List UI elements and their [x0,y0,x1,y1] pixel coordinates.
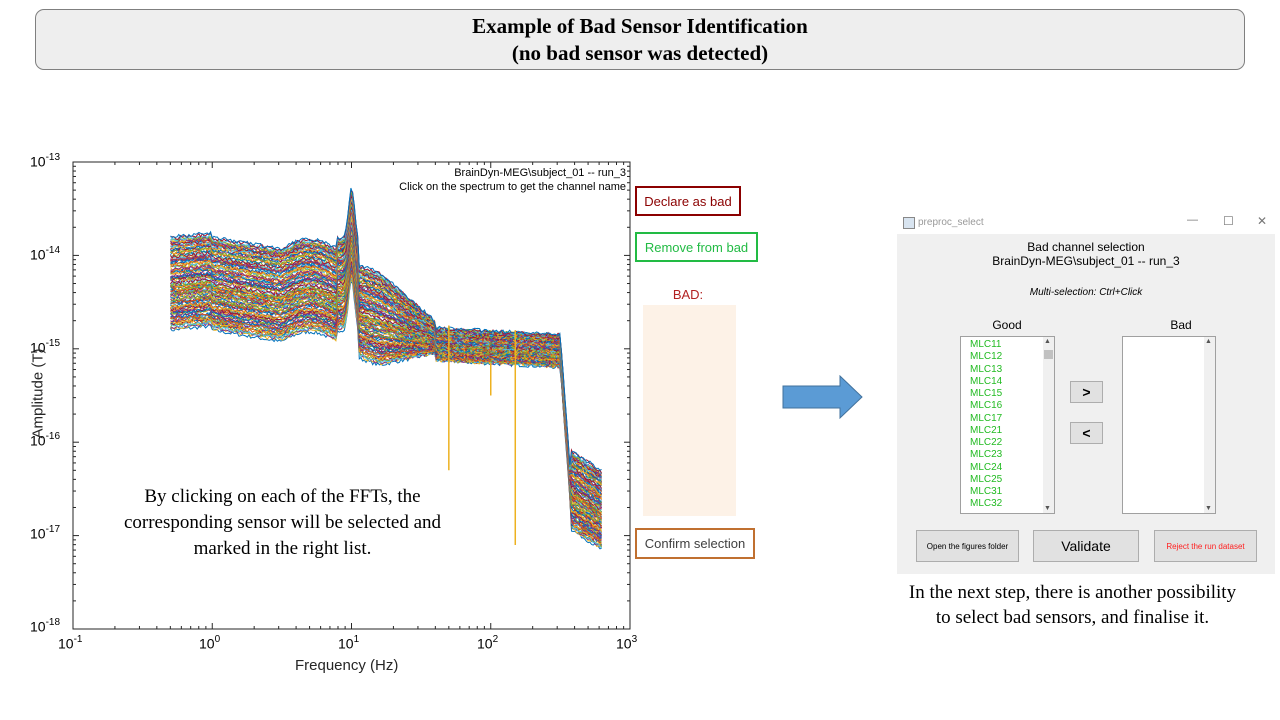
good-channel-item[interactable]: MLC17 [970,412,1003,424]
x-tick-1e2: 102 [477,634,499,652]
bad-channel-listbox[interactable]: ▲ ▼ [1122,336,1216,514]
plot-info-instruction: Click on the spectrum to get the channel… [399,181,626,193]
y-tick-1e-16: 10-16 [30,431,61,449]
good-list-scrollbar[interactable]: ▲ ▼ [1043,337,1054,513]
good-channel-item[interactable]: MLC16 [970,400,1003,412]
right-caption: In the next step, there is another possi… [908,582,1237,628]
y-tick-1e-13: 10-13 [30,152,61,170]
sensor-spectrum-trace[interactable] [170,277,602,549]
declare-as-bad-button[interactable]: Declare as bad [635,186,741,216]
scroll-up-icon[interactable]: ▲ [1205,338,1212,345]
good-channel-item[interactable]: MLC21 [970,424,1003,436]
sensor-spectrum-trace[interactable] [170,189,603,474]
x-axis-label: Frequency (Hz) [295,657,399,674]
right-arrow-icon [782,375,863,420]
left-caption: By clicking on each of the FFTs, the cor… [123,486,442,559]
window-title: preproc_select [918,217,984,228]
x-tick-1e0: 100 [199,634,221,652]
bad-channel-list[interactable] [643,305,736,516]
good-channel-item[interactable]: MLC22 [970,437,1003,448]
bad-list-scrollbar[interactable]: ▲ ▼ [1204,337,1215,513]
sensor-spectrum-trace[interactable] [170,251,603,527]
good-channel-item[interactable]: MLC24 [970,461,1003,473]
good-channel-item[interactable]: MLC11 [970,339,1002,350]
good-channel-item[interactable]: MLC12 [970,351,1003,363]
dialog-heading: Bad channel selection BrainDyn-MEG\subje… [897,240,1275,268]
good-channel-item[interactable]: MLC25 [970,473,1003,485]
window-titlebar: preproc_select — ☐ ✕ [897,212,1275,234]
sensor-spectrum-trace[interactable] [170,271,602,542]
good-channel-item[interactable]: MLC13 [970,363,1003,375]
good-channel-item[interactable]: MLC32 [970,498,1003,510]
good-channel-item[interactable]: MLC23 [970,449,1003,461]
sensor-spectrum-trace[interactable] [170,262,602,537]
sensor-spectrum-trace[interactable] [170,211,603,492]
bad-list-label: Bad [1170,318,1192,332]
close-icon[interactable]: ✕ [1257,214,1268,228]
good-channel-item[interactable]: MLC31 [970,486,1003,497]
plot-info-text: BrainDyn-MEG\subject_01 -- run_3 Click o… [300,166,626,194]
multi-selection-hint: Multi-selection: Ctrl+Click [1029,287,1143,298]
x-tick-1e1: 101 [338,634,360,652]
sensor-spectrum-trace[interactable] [170,211,602,492]
validate-button[interactable]: Validate [1033,530,1139,562]
maximize-icon[interactable]: ☐ [1223,214,1234,228]
open-figures-folder-button[interactable]: Open the figures folder [916,530,1019,562]
x-tick-1e3: 103 [616,634,638,652]
y-tick-1e-14: 10-14 [30,245,61,263]
dialog-heading-dataset: BrainDyn-MEG\subject_01 -- run_3 [992,254,1180,268]
move-to-good-button[interactable]: < [1070,422,1103,444]
title-line-2: (no bad sensor was detected) [511,41,769,65]
sensor-spectrum-trace[interactable] [170,273,602,545]
spectrum-plot[interactable] [0,150,640,690]
y-axis-label: Amplitude (T) [29,348,47,439]
spectrum-figure: 10-13 10-14 10-15 10-16 10-17 10-18 10-1… [0,150,640,690]
remove-from-bad-button[interactable]: Remove from bad [635,232,758,262]
bad-list-title: BAD: [672,287,704,302]
y-tick-1e-18: 10-18 [30,617,61,635]
scroll-up-icon[interactable]: ▲ [1044,338,1051,345]
title-line-1: Example of Bad Sensor Identification [472,14,808,38]
confirm-selection-button[interactable]: Confirm selection [635,528,755,559]
good-channel-item[interactable]: MLC15 [970,388,1003,399]
slide-title: Example of Bad Sensor Identification (no… [35,9,1245,70]
scroll-down-icon[interactable]: ▼ [1044,505,1051,512]
sensor-spectrum-trace[interactable] [170,236,602,516]
sensor-spectrum-trace[interactable] [170,227,603,509]
preproc-select-window: preproc_select — ☐ ✕ Bad channel selecti… [897,212,1275,574]
good-channel-item[interactable]: MLC14 [970,375,1003,387]
reject-run-dataset-button[interactable]: Reject the run dataset [1154,530,1257,562]
y-tick-1e-15: 10-15 [30,338,61,356]
good-channel-listbox[interactable]: MLC11 MLC12 MLC13 MLC14 MLC15 MLC16 MLC17 MLC21… [960,336,1055,514]
good-list-label: Good [992,318,1022,332]
x-tick-1e-1: 10-1 [58,634,83,652]
dialog-heading-title: Bad channel selection [1027,240,1145,254]
move-to-bad-button[interactable]: > [1070,381,1103,403]
sensor-spectrum-trace[interactable] [170,187,602,471]
sensor-spectrum-trace[interactable] [170,235,602,511]
y-tick-1e-17: 10-17 [30,524,61,542]
plot-info-dataset: BrainDyn-MEG\subject_01 -- run_3 [454,167,626,179]
matlab-window-icon [903,217,915,229]
sensor-spectrum-trace[interactable] [170,242,602,521]
minimize-icon[interactable]: — [1187,214,1198,226]
scroll-thumb[interactable] [1044,350,1053,359]
sensor-spectrum-trace[interactable] [170,215,602,497]
scroll-down-icon[interactable]: ▼ [1205,505,1212,512]
